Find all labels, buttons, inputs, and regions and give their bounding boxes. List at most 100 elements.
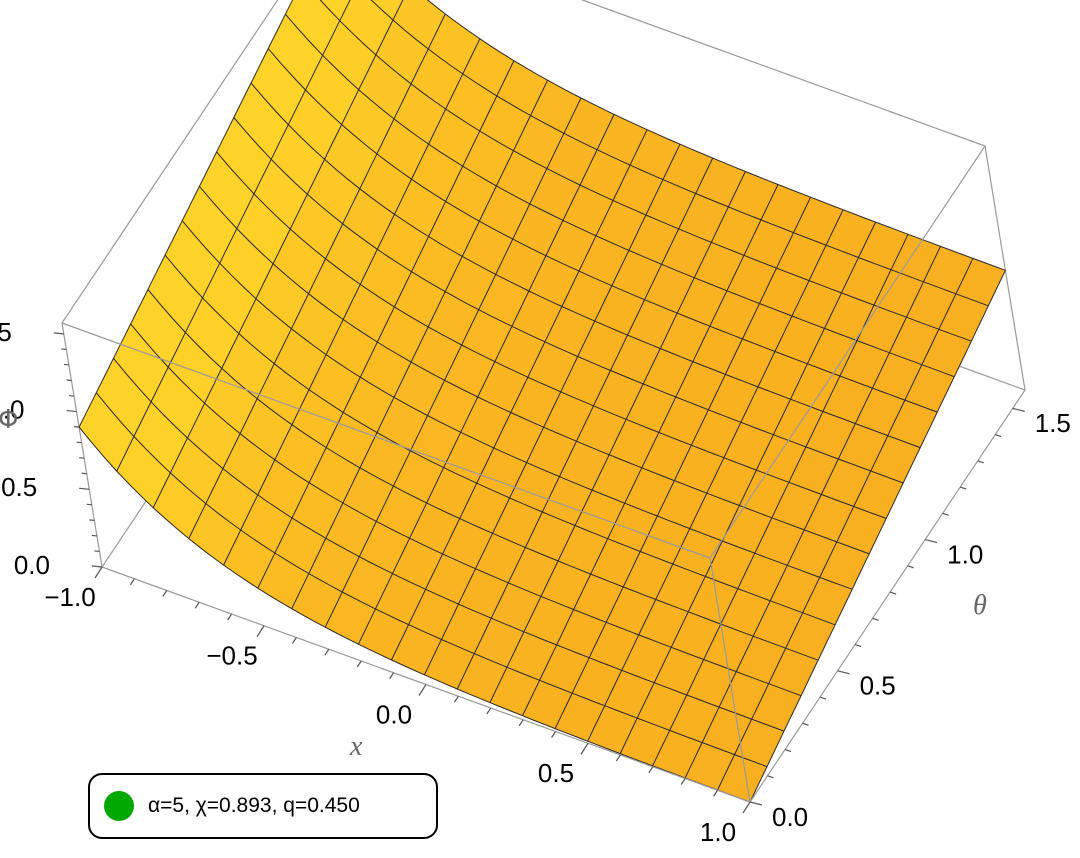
z-major-tick [79,487,90,490]
mesh-line-x [291,79,549,609]
surface [78,0,1006,803]
x-major-tick [418,684,427,696]
z-minor-tick [94,550,100,553]
x-minor-tick [486,707,492,715]
mesh-line-theta [164,254,836,626]
x-major-tick [580,742,589,755]
mesh-line-x [223,38,481,566]
theta-minor-tick [907,565,914,569]
mesh-line-x [152,0,404,508]
x-major-tick [94,566,103,579]
mesh-line-theta [426,0,1006,271]
theta-tick-label: 1.5 [1035,408,1071,438]
box-edge-back-top-left [61,0,279,324]
z-minor-tick [76,441,82,444]
theta-minor-tick [784,748,792,753]
mesh-line-x [587,209,844,742]
y-axis-title: θ [973,590,987,621]
theta-major-tick [837,670,850,675]
mesh-line-theta [233,117,904,484]
z-minor-tick [89,519,95,521]
x-minor-tick [551,731,557,738]
theta-minor-tick [872,617,879,621]
x-axis-title: x [349,731,363,762]
x-minor-tick [194,601,200,609]
mesh-line-x [357,114,615,645]
z-tick-label: 1.0 [0,394,25,424]
mesh-line-x [652,234,909,767]
z-tick-label: 1.5 [0,317,12,347]
mesh-line-x [717,258,974,791]
mesh-line-x [554,196,812,729]
x-minor-tick [227,613,233,621]
z-minor-tick [63,363,69,366]
box-edge-front-top-x [61,322,711,559]
mesh-line-theta [216,151,887,519]
mesh-line-x [522,184,779,716]
box-edge-front-vertical [709,557,751,803]
x-tick-label: 0.5 [538,758,574,788]
theta-minor-tick [767,775,774,779]
mesh-line-theta [319,0,972,342]
z-major-tick [53,332,64,335]
mesh-line-theta [113,357,785,732]
mesh-line-theta [250,82,921,449]
z-minor-tick [74,426,80,428]
mesh-line-theta [370,0,989,307]
theta-minor-tick [942,512,949,516]
z-minor-tick [91,534,97,537]
theta-major-tick [925,538,938,544]
x-major-tick [742,801,751,814]
z-minor-tick [61,348,67,351]
theta-minor-tick [977,460,984,464]
z-minor-tick [81,472,87,475]
mesh-line-theta [181,220,853,590]
mesh-line-x [489,171,746,703]
x-minor-tick [453,695,459,703]
x-minor-tick [680,778,686,785]
x-minor-tick [648,766,654,774]
x-minor-tick [162,590,168,597]
mesh-line-theta [95,392,768,768]
z-minor-tick [79,457,85,459]
x-minor-tick [291,637,297,644]
mesh-line-x [749,270,1006,803]
mesh-line-x [619,221,877,754]
box-edge-front-top-theta [709,145,986,559]
mesh-line-x [423,143,681,676]
z-tick-label: 0.5 [1,472,37,502]
mesh-line-theta [285,13,955,378]
x-major-tick [256,625,265,638]
mesh-line-x [456,157,714,690]
x-minor-tick [389,672,395,680]
x-minor-tick [324,648,330,656]
z-minor-tick [68,394,75,397]
legend: α=5, χ=0.893, q=0.450 [88,773,438,839]
legend-marker [104,791,134,821]
z-minor-tick [66,379,72,382]
x-minor-tick [615,754,621,762]
x-minor-tick [518,719,524,727]
z-axis-title: Φ [0,405,18,435]
mesh-line-x [116,0,351,472]
theta-minor-tick [819,696,827,700]
x-tick-label: −0.5 [206,641,257,671]
theta-major-tick [749,801,763,806]
legend-label: α=5, χ=0.893, q=0.450 [148,794,360,817]
mesh-line-x [391,129,648,661]
mesh-line-theta [199,185,870,555]
theta-minor-tick [802,722,809,726]
mesh-line-theta [147,289,819,661]
mesh-line-x [684,246,941,779]
z-major-tick [66,409,77,413]
z-minor-tick [86,503,92,506]
theta-minor-tick [889,591,897,595]
theta-minor-tick [854,643,862,648]
mesh-line-x [324,97,582,628]
x-tick-label: 0.0 [376,699,412,729]
mesh-line-x [188,13,446,539]
x-tick-label: 1.0 [700,817,736,847]
x-tick-label: −1.0 [44,582,95,612]
mesh-line-x [78,0,294,428]
